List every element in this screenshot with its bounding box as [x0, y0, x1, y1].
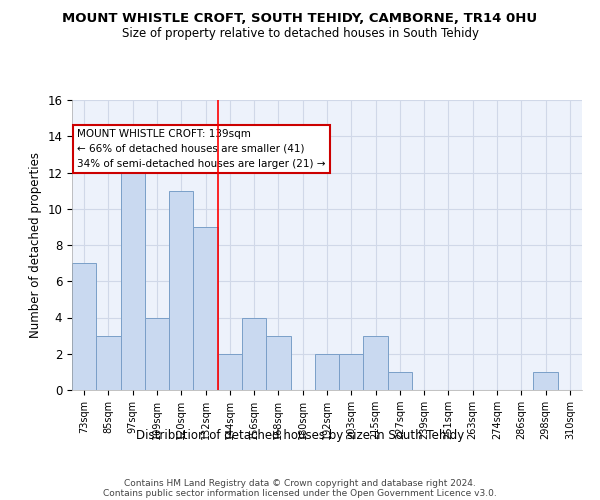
Text: MOUNT WHISTLE CROFT, SOUTH TEHIDY, CAMBORNE, TR14 0HU: MOUNT WHISTLE CROFT, SOUTH TEHIDY, CAMBO… [62, 12, 538, 26]
Bar [364, 336, 388, 390]
Text: Contains public sector information licensed under the Open Government Licence v3: Contains public sector information licen… [103, 488, 497, 498]
Text: Distribution of detached houses by size in South Tehidy: Distribution of detached houses by size … [136, 428, 464, 442]
Bar [121, 154, 145, 390]
Y-axis label: Number of detached properties: Number of detached properties [29, 152, 42, 338]
Bar [145, 318, 169, 390]
Bar [218, 354, 242, 390]
Text: Contains HM Land Registry data © Crown copyright and database right 2024.: Contains HM Land Registry data © Crown c… [124, 478, 476, 488]
Bar [72, 263, 96, 390]
Bar [339, 354, 364, 390]
Bar [193, 227, 218, 390]
Bar [315, 354, 339, 390]
Text: Size of property relative to detached houses in South Tehidy: Size of property relative to detached ho… [121, 28, 479, 40]
Bar [96, 336, 121, 390]
Bar [533, 372, 558, 390]
Text: MOUNT WHISTLE CROFT: 139sqm
← 66% of detached houses are smaller (41)
34% of sem: MOUNT WHISTLE CROFT: 139sqm ← 66% of det… [77, 129, 326, 168]
Bar [242, 318, 266, 390]
Bar [388, 372, 412, 390]
Bar [266, 336, 290, 390]
Bar [169, 190, 193, 390]
